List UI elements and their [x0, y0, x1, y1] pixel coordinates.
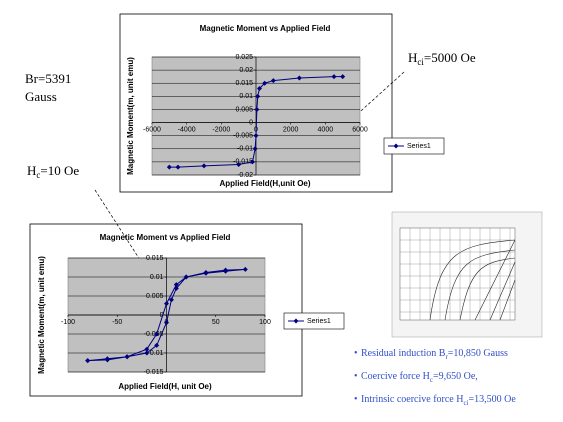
- marker: [296, 75, 302, 81]
- y-tick-label: 0.01: [150, 274, 164, 281]
- y-tick-label: -0.01: [237, 146, 253, 153]
- marker: [256, 85, 262, 91]
- y-tick-label: 0.015: [235, 80, 253, 87]
- marker: [173, 282, 179, 288]
- marker: [203, 270, 209, 276]
- bullet-main: Intrinsic coercive force H: [361, 394, 463, 405]
- y-tick-label: 0.005: [146, 293, 164, 300]
- marker: [154, 331, 160, 337]
- annotation: Hci=5000 Oe: [408, 50, 476, 67]
- marker: [154, 342, 160, 348]
- annotation-rest: =10 Oe: [40, 163, 79, 178]
- marker: [253, 133, 259, 139]
- x-tick-label: -50: [112, 319, 122, 326]
- bullet-sub: ci: [463, 399, 468, 407]
- marker: [104, 356, 110, 362]
- x-tick-label: -2000: [212, 126, 230, 133]
- annotation: Hc=10 Oe: [27, 163, 79, 180]
- y-axis-title: Magnetic Moment(m, unit emu): [37, 256, 46, 374]
- marker: [164, 320, 169, 326]
- bullet-main: Residual induction B: [361, 348, 446, 359]
- bullet-marker: •: [354, 348, 358, 359]
- x-tick-label: 6000: [352, 126, 368, 133]
- bullet: Residual induction Br=10,850 Gauss: [361, 348, 508, 361]
- bullet-rest: =9,650 Oe,: [433, 371, 478, 382]
- annotation-sub: c: [36, 170, 40, 180]
- marker: [168, 297, 174, 303]
- legend-box: [383, 137, 445, 155]
- bullet-marker: •: [354, 371, 358, 382]
- bullet-sub: c: [430, 376, 433, 384]
- bullet-rest: =13,500 Oe: [469, 394, 517, 405]
- y-tick-label: 0.005: [235, 106, 253, 113]
- bullet-rest: =10,850 Gauss: [448, 348, 508, 359]
- annotation-main: H: [27, 163, 36, 178]
- marker: [255, 93, 261, 99]
- y-tick-label: 0.025: [235, 54, 253, 61]
- x-tick-label: -6000: [143, 126, 161, 133]
- y-tick-label: -0.01: [148, 350, 164, 357]
- arrow: [351, 71, 405, 120]
- marker: [166, 164, 172, 170]
- y-tick-label: -0.005: [233, 133, 253, 140]
- series-line: [87, 268, 246, 362]
- chart-title: Magnetic Moment vs Applied Field: [200, 24, 331, 33]
- annotation-main: H: [408, 50, 417, 65]
- marker: [242, 266, 248, 272]
- bullet: Coercive force Hc=9,650 Oe,: [361, 371, 478, 384]
- y-tick-label: -0.005: [144, 331, 164, 338]
- x-tick-label: 4000: [318, 126, 334, 133]
- y-axis-title: Magnetic Moment(m, unit emu): [126, 57, 135, 175]
- marker: [144, 350, 150, 356]
- marker: [270, 78, 276, 84]
- y-tick-label: 0.01: [239, 93, 253, 100]
- x-tick-label: 100: [259, 319, 271, 326]
- legend-label: Series1: [307, 318, 331, 325]
- bullet: Intrinsic coercive force Hci=13,500 Oe: [361, 394, 516, 407]
- legend-box: [283, 312, 345, 330]
- marker: [340, 74, 346, 80]
- annotation: Br=5391: [25, 71, 71, 86]
- marker: [262, 80, 268, 86]
- annotation-sub: ci: [417, 57, 424, 67]
- y-tick-label: -0.015: [233, 159, 253, 166]
- legend-marker: [293, 318, 299, 324]
- marker: [175, 164, 181, 170]
- x-tick-label: 50: [212, 319, 220, 326]
- marker: [331, 74, 337, 80]
- bullet-list: • Residual induction Br=10,850 Gauss• Coer…: [354, 348, 516, 407]
- y-tick-label: 0.015: [146, 255, 164, 262]
- marker: [254, 106, 260, 112]
- marker: [85, 358, 91, 364]
- y-tick-label: -0.02: [237, 172, 253, 179]
- marker: [252, 146, 258, 152]
- marker: [144, 346, 150, 352]
- bullet-main: Coercive force H: [361, 371, 430, 382]
- annotation-rest: =5000 Oe: [424, 50, 476, 65]
- marker: [173, 285, 179, 291]
- y-tick-label: 0.02: [239, 67, 253, 74]
- x-tick-label: 2000: [283, 126, 299, 133]
- marker: [164, 301, 169, 307]
- marker: [236, 162, 242, 168]
- bullet-marker: •: [354, 394, 358, 405]
- legend-marker: [393, 143, 399, 149]
- y-tick-label: -0.015: [144, 369, 164, 376]
- marker: [250, 159, 256, 165]
- x-axis-title: Applied Field(H, unit Oe): [118, 382, 212, 391]
- reference-image: [391, 211, 543, 338]
- chart-title: Magnetic Moment vs Applied Field: [100, 233, 231, 242]
- marker: [201, 163, 207, 169]
- marker: [183, 274, 189, 280]
- x-axis-title: Applied Field(H,unit Oe): [219, 179, 310, 188]
- annotation: Gauss: [25, 89, 57, 104]
- legend-label: Series1: [407, 143, 431, 150]
- x-tick-label: -100: [61, 319, 75, 326]
- bullet-sub: r: [445, 353, 448, 361]
- marker: [124, 354, 130, 360]
- x-tick-label: -4000: [178, 126, 196, 133]
- marker: [223, 268, 229, 274]
